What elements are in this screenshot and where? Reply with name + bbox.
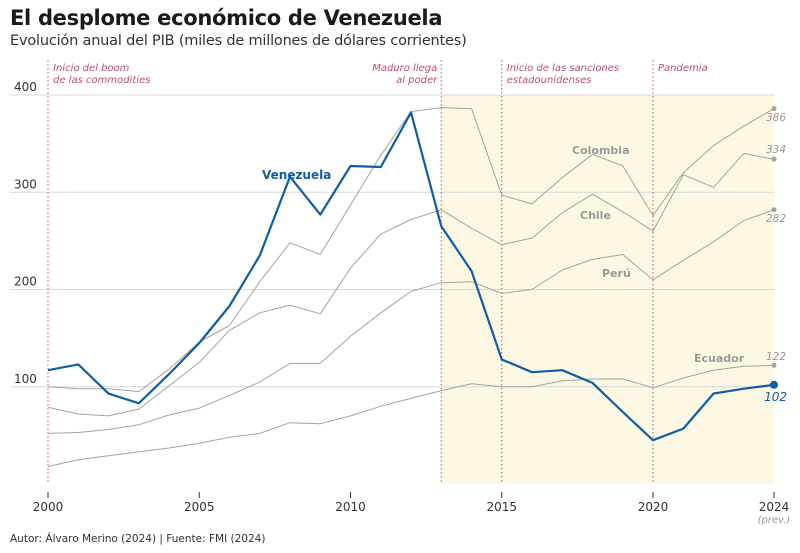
series-line-chile [47, 152, 775, 417]
chart-subtitle: Evolución anual del PIB (miles de millon… [10, 33, 467, 49]
end-point-ecuador [771, 362, 777, 368]
end-point-chile [771, 156, 777, 162]
annotation-text: de las commodities [53, 75, 150, 86]
annotation-text: Inicio del boom [53, 63, 130, 74]
end-value-label: 102 [764, 390, 787, 404]
chart-title: El desplome económico de Venezuela [10, 6, 443, 30]
x-tick-label: 2015 [486, 500, 517, 514]
annotation-text: Pandemia [658, 63, 708, 74]
series-label-chile: Chile [580, 209, 611, 222]
x-tick-label: 2005 [184, 500, 215, 514]
y-tick-label: 300 [14, 177, 37, 191]
y-tick-label: 100 [14, 372, 37, 386]
end-value-label: 122 [766, 351, 786, 363]
series-line-ecuador [47, 364, 775, 467]
series-line-venezuela [47, 111, 775, 442]
series-line-peru [47, 209, 775, 434]
end-value-label: 282 [766, 213, 786, 225]
annotation-text: Inicio de las sanciones [507, 63, 619, 74]
annotation-text: estadounidenses [507, 75, 592, 86]
end-point-colombia [771, 106, 777, 112]
x-tick-sublabel: (prev.) [758, 515, 791, 526]
y-tick-label: 400 [14, 80, 37, 94]
annotation-text: al poder [396, 75, 438, 86]
annotation-text: Maduro llega [372, 63, 437, 74]
end-point-peru [771, 207, 777, 213]
end-value-label: 334 [766, 144, 786, 156]
source-credit: Autor: Álvaro Merino (2024) | Fuente: FM… [10, 533, 266, 545]
end-point-venezuela [770, 380, 778, 389]
x-tick-label: 2010 [335, 500, 366, 514]
series-label-colombia: Colombia [572, 144, 630, 157]
end-value-label: 386 [766, 112, 786, 124]
series-label-ecuador: Ecuador [694, 352, 745, 365]
x-tick-label: 2020 [638, 500, 669, 514]
series-label-peru: Perú [602, 267, 631, 280]
x-tick-label: 2000 [33, 500, 64, 514]
x-tick-label: 2024 [759, 500, 790, 514]
series-label-venezuela: Venezuela [262, 168, 331, 182]
y-tick-label: 200 [14, 275, 37, 289]
